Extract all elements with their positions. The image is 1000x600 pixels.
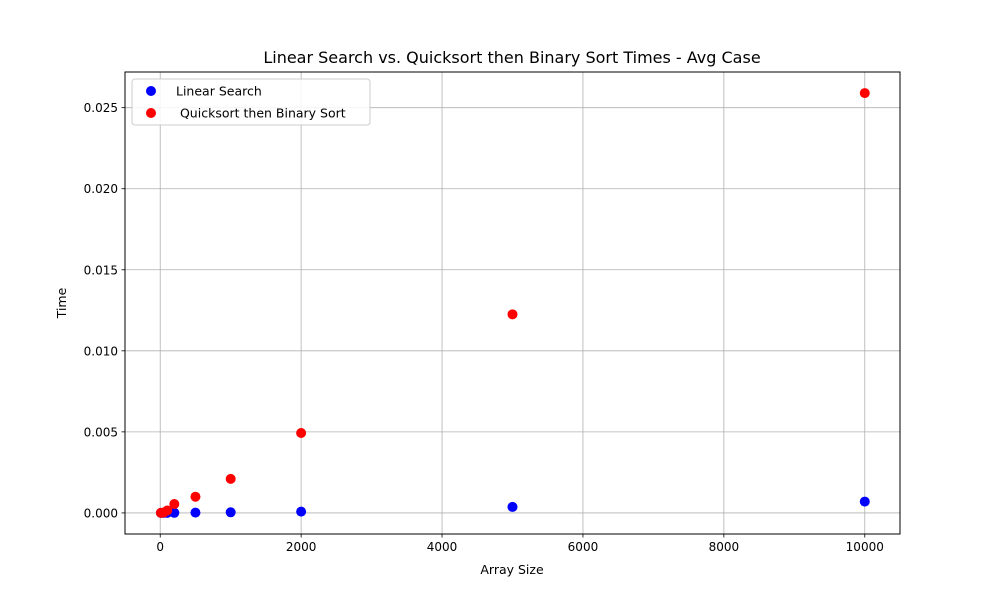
legend-label-quicksort-binary: Quicksort then Binary Sort <box>176 106 346 121</box>
linear-search-point <box>296 506 307 517</box>
x-tick-label: 4000 <box>427 540 458 554</box>
x-axis-ticks: 0 2000 4000 6000 8000 10000 <box>156 534 884 554</box>
linear-search-point <box>190 507 201 518</box>
quicksort-binary-point <box>169 499 180 510</box>
quicksort-binary-point <box>859 88 870 99</box>
y-tick-label: 0.010 <box>84 344 118 358</box>
legend-box <box>131 78 371 126</box>
chart-title: Linear Search vs. Quicksort then Binary … <box>263 48 760 67</box>
x-tick-label: 0 <box>156 540 164 554</box>
y-tick-label: 0.000 <box>84 506 118 520</box>
y-tick-label: 0.015 <box>84 263 118 277</box>
x-tick-label: 8000 <box>709 540 740 554</box>
quicksort-binary-point <box>225 473 236 484</box>
plot-frame <box>124 71 901 535</box>
legend-label-linear-search: Linear Search <box>176 84 262 99</box>
quicksort-binary-point <box>162 505 173 516</box>
y-tick-label: 0.025 <box>84 101 118 115</box>
legend: Linear Search Quicksort then Binary Sort <box>131 78 371 126</box>
legend-marker-linear-search <box>146 86 156 96</box>
x-axis-label: Array Size <box>480 562 544 577</box>
y-tick-label: 0.005 <box>84 425 118 439</box>
y-axis-ticks: 0.000 0.005 0.010 0.015 0.020 0.025 <box>84 101 125 520</box>
grid-lines <box>125 72 900 534</box>
quicksort-binary-point <box>296 428 307 439</box>
data-points <box>155 88 870 518</box>
linear-search-point <box>859 496 870 507</box>
y-tick-label: 0.020 <box>84 182 118 196</box>
x-tick-label: 6000 <box>568 540 599 554</box>
quicksort-binary-point <box>507 309 518 320</box>
x-tick-label: 10000 <box>846 540 884 554</box>
y-axis-label: Time <box>54 287 69 319</box>
x-tick-label: 2000 <box>286 540 317 554</box>
legend-marker-quicksort-binary <box>146 108 156 118</box>
quicksort-binary-point <box>190 491 201 502</box>
linear-search-point <box>225 507 236 518</box>
linear-search-point <box>507 501 518 512</box>
